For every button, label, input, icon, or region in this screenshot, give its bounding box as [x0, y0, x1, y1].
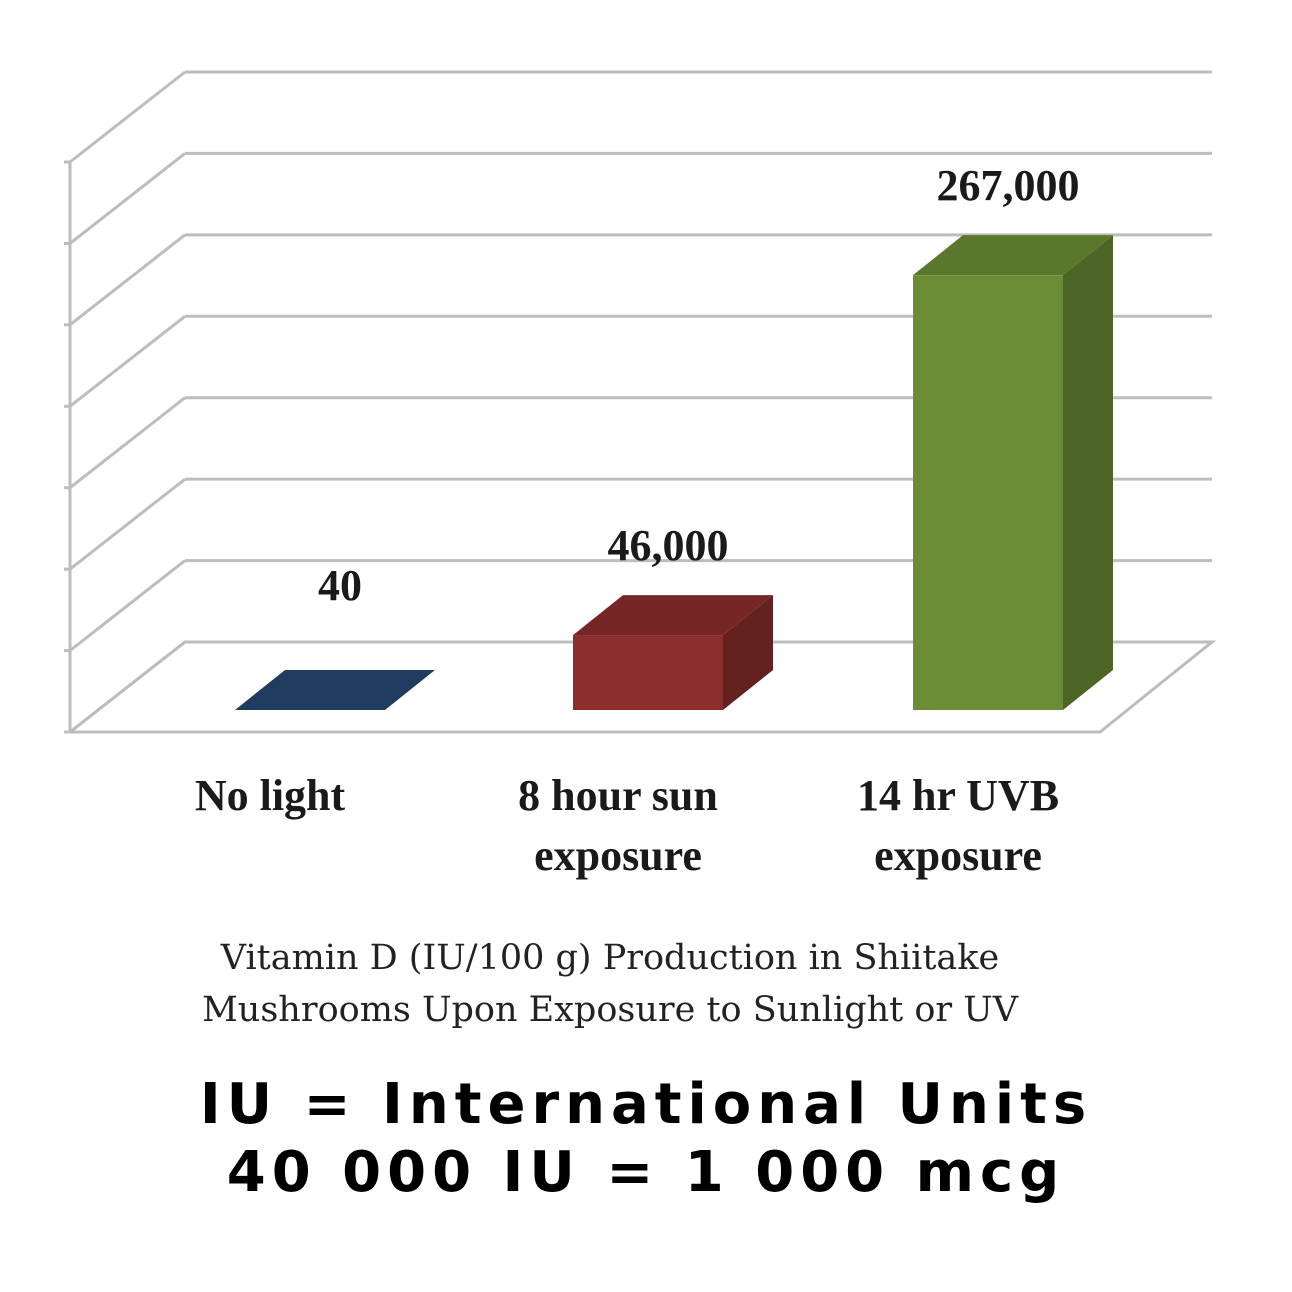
chart-title-line-1: Vitamin D (IU/100 g) Production in Shiit… — [220, 938, 1000, 978]
note-line-2: 40 000 IU = 1 000 mcg — [226, 1140, 1066, 1205]
gridline-side — [69, 396, 186, 489]
gridline-side — [69, 315, 186, 408]
x-tick-label-2-0: 14 hr UVB — [857, 771, 1059, 820]
gridline-side — [69, 233, 186, 327]
bar-chart-3d: 40 No light 46,000 8 hour sun exposure 267,00… — [64, 70, 1217, 880]
bar-top-2 — [913, 235, 1113, 276]
gridline-side — [69, 152, 186, 245]
bar-2 — [913, 275, 1063, 710]
bar-1 — [573, 635, 723, 710]
data-label-1: 46,000 — [608, 521, 729, 570]
bar-side-1 — [723, 595, 773, 710]
gridline-side — [69, 559, 186, 652]
x-tick-label-1-1: exposure — [534, 831, 702, 880]
gridline-side — [69, 477, 186, 571]
data-label-2: 267,000 — [937, 161, 1080, 210]
x-tick-label-2-1: exposure — [874, 831, 1042, 880]
chart-labels: 40 No light 46,000 8 hour sun exposure 267,00… — [195, 161, 1080, 880]
note-line-1: IU = International Units — [199, 1072, 1093, 1137]
x-tick-label-0-0: No light — [195, 771, 346, 820]
chart-bars — [235, 235, 1113, 710]
data-label-0: 40 — [318, 561, 362, 610]
x-tick-label-1-0: 8 hour sun — [518, 771, 718, 820]
bar-side-2 — [1063, 235, 1113, 710]
bar-0 — [235, 670, 435, 710]
chart-title-line-2: Mushrooms Upon Exposure to Sunlight or U… — [201, 990, 1019, 1030]
bar-top-1 — [573, 595, 773, 636]
chart-floor — [65, 640, 1217, 734]
gridline-side — [69, 70, 186, 164]
